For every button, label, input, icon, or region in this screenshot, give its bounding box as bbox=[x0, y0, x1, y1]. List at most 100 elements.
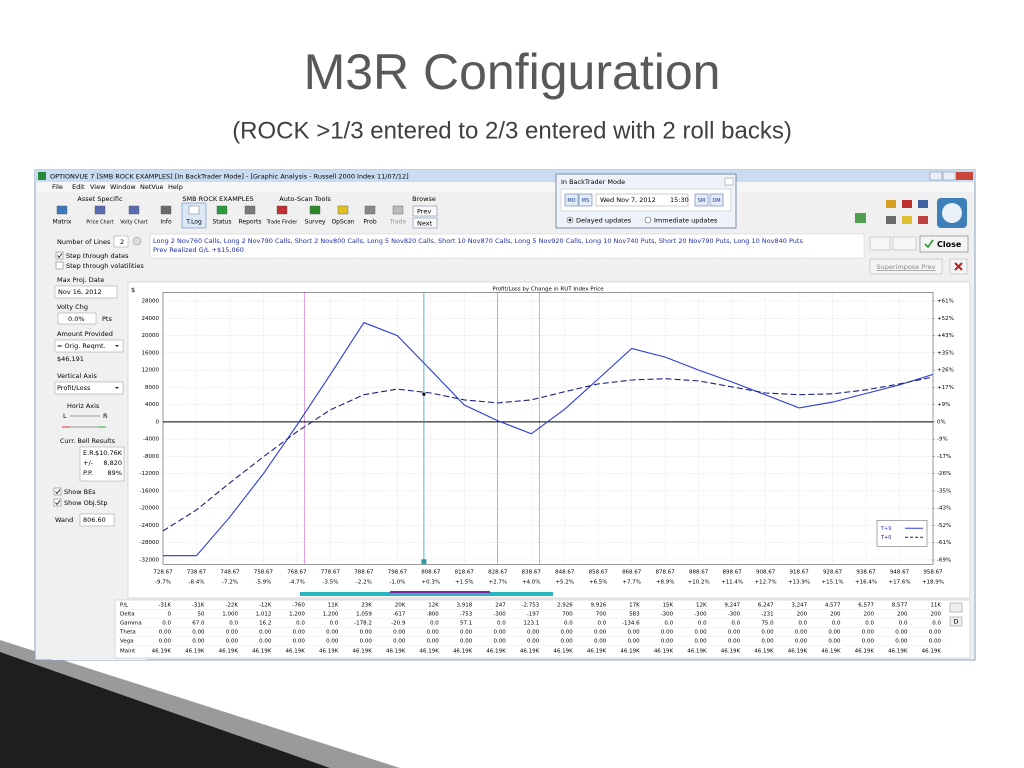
menu-item[interactable]: Window bbox=[110, 183, 136, 191]
x-tick-label: 778.67 bbox=[321, 570, 341, 576]
row-label: Gamma bbox=[120, 621, 142, 627]
table-cell: 0.0 bbox=[798, 621, 807, 627]
menu-item[interactable]: Edit bbox=[72, 183, 85, 191]
y-tick-label: 0 bbox=[156, 419, 160, 425]
radio-dot bbox=[568, 218, 572, 222]
menu-item[interactable]: File bbox=[52, 183, 63, 191]
date-field[interactable] bbox=[595, 193, 689, 207]
pl-cell: 15K bbox=[663, 603, 674, 609]
table-cell: 0.0 bbox=[664, 621, 673, 627]
table-cell: -178.2 bbox=[354, 621, 372, 627]
checkbox[interactable] bbox=[53, 498, 62, 507]
wand-field[interactable] bbox=[79, 513, 115, 527]
menu-item[interactable]: Help bbox=[168, 183, 183, 191]
nav-button[interactable] bbox=[892, 236, 917, 251]
spin-button[interactable] bbox=[132, 236, 142, 246]
pl-cell: 23K bbox=[361, 603, 372, 609]
checkbox[interactable] bbox=[55, 261, 64, 270]
table-cell: 1,000 bbox=[222, 612, 238, 618]
table-cell: -300 bbox=[694, 612, 707, 618]
toolbar-icon bbox=[160, 205, 172, 215]
table-cell: 0.0 bbox=[597, 621, 606, 627]
close-button[interactable] bbox=[919, 235, 969, 253]
volty-field[interactable] bbox=[57, 312, 97, 325]
icon[interactable] bbox=[886, 200, 896, 208]
table-button[interactable] bbox=[949, 616, 963, 627]
checkbox[interactable] bbox=[55, 251, 64, 260]
icon[interactable] bbox=[918, 216, 928, 224]
dropdown[interactable] bbox=[54, 339, 124, 353]
table-cell: 46.19K bbox=[888, 649, 908, 655]
table-cell: 0.0 bbox=[731, 621, 740, 627]
amount: $46,191 bbox=[57, 355, 84, 363]
y2-tick-label: +35% bbox=[937, 350, 954, 356]
series-line bbox=[162, 376, 934, 532]
x-pct-label: +8.9% bbox=[656, 580, 675, 586]
icon[interactable] bbox=[918, 200, 928, 208]
close-window-button[interactable] bbox=[956, 172, 973, 180]
mode-button[interactable] bbox=[564, 193, 579, 207]
table-cell: 0.00 bbox=[627, 630, 640, 636]
realized: Prev Realized G/L +$15,060 bbox=[153, 246, 244, 254]
dialog-close[interactable] bbox=[724, 177, 734, 186]
table-cell: -300 bbox=[493, 612, 506, 618]
nav-button[interactable] bbox=[869, 236, 891, 251]
check bbox=[55, 489, 61, 495]
x-pct-label: +1.5% bbox=[455, 580, 474, 586]
mode-button[interactable] bbox=[578, 193, 593, 207]
pl-cell: 17K bbox=[629, 603, 640, 609]
icon[interactable] bbox=[902, 216, 912, 224]
x-tick-label: 928.67 bbox=[823, 570, 843, 576]
toolbar-button-label: Trade bbox=[389, 219, 407, 226]
x-tick-label: 748.67 bbox=[220, 570, 240, 576]
y2-tick-label: +61% bbox=[937, 299, 954, 305]
menu-item[interactable]: View bbox=[90, 183, 106, 191]
table-cell: -300 bbox=[728, 612, 741, 618]
menu-item[interactable]: NetVue bbox=[140, 183, 164, 191]
table-cell: 46.19K bbox=[219, 649, 239, 655]
table-cell: 0.00 bbox=[560, 630, 573, 636]
icon[interactable] bbox=[886, 216, 896, 224]
slider-left: L bbox=[63, 412, 67, 420]
y-tick-label: -8000 bbox=[143, 454, 159, 460]
x-pct-label: +7.7% bbox=[622, 580, 641, 586]
toolbar-icon bbox=[188, 205, 200, 215]
mode-button[interactable] bbox=[694, 193, 709, 207]
checkbox[interactable] bbox=[53, 487, 62, 496]
maximize-button[interactable] bbox=[942, 171, 956, 181]
date-field[interactable] bbox=[54, 285, 118, 299]
bell-key: +/- bbox=[83, 459, 94, 467]
chart-panel bbox=[127, 281, 971, 599]
table-cell: 0.00 bbox=[929, 639, 942, 645]
radio-label: Delayed updates bbox=[576, 217, 632, 225]
x-pct-label: +17.6% bbox=[888, 580, 910, 586]
table-cell: 700 bbox=[562, 612, 573, 618]
swoosh bbox=[0, 640, 400, 768]
minimize-button[interactable] bbox=[929, 171, 943, 181]
toolbar-icon bbox=[94, 205, 106, 215]
icon[interactable] bbox=[855, 213, 866, 223]
y2-tick-label: -43% bbox=[937, 506, 951, 512]
label: Horiz Axis bbox=[67, 402, 100, 410]
mode-button[interactable] bbox=[709, 193, 724, 207]
table-cell: 0.00 bbox=[795, 630, 808, 636]
toolbar-group-label: SMB ROCK EXAMPLES bbox=[182, 195, 253, 203]
dropdown[interactable] bbox=[54, 381, 124, 395]
table-cell: 0.00 bbox=[494, 639, 507, 645]
x-pct-label: -4.7% bbox=[289, 580, 305, 586]
browse-button[interactable] bbox=[412, 217, 438, 229]
app-badge bbox=[942, 203, 962, 223]
y2-tick-label: +43% bbox=[937, 333, 954, 339]
spin-box[interactable] bbox=[113, 235, 129, 248]
table-cell: 0.0 bbox=[899, 621, 908, 627]
superimpose-button[interactable] bbox=[869, 258, 943, 275]
table-cell: 46.19K bbox=[152, 649, 172, 655]
browse-button[interactable] bbox=[412, 205, 438, 217]
toolbar-button-label: Matrix bbox=[53, 219, 72, 226]
table-button[interactable] bbox=[949, 602, 963, 613]
icon[interactable] bbox=[902, 200, 912, 208]
radio[interactable] bbox=[644, 216, 652, 224]
table-cell: 0.0 bbox=[698, 621, 707, 627]
legend-label: T+0 bbox=[880, 535, 891, 541]
